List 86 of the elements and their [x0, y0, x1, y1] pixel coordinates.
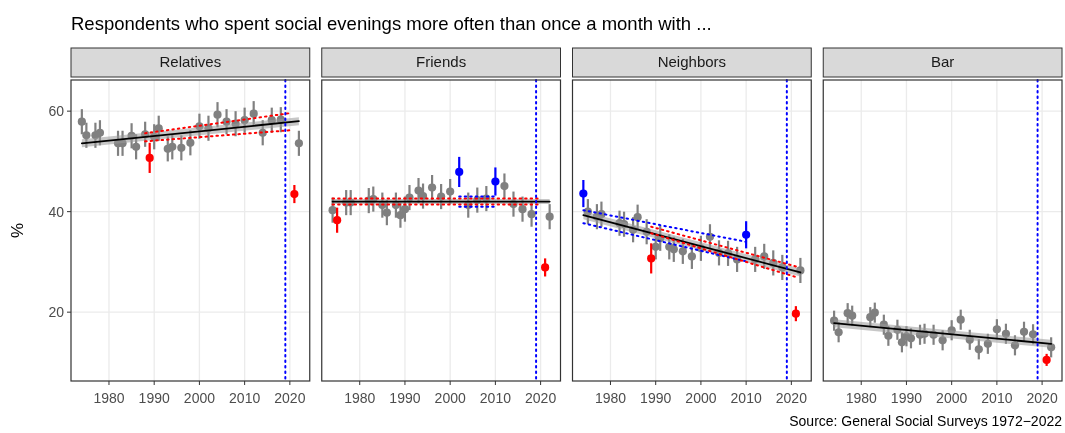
point	[992, 325, 1001, 334]
point	[647, 254, 656, 263]
point	[290, 189, 299, 199]
point	[500, 181, 509, 191]
x-tick-label: 2010	[229, 390, 261, 406]
point	[168, 142, 177, 151]
point	[154, 124, 163, 133]
point	[328, 206, 337, 215]
point	[518, 205, 527, 214]
y-tick-label: 40	[48, 203, 65, 220]
point	[249, 109, 258, 118]
point	[791, 309, 800, 318]
point	[1019, 327, 1029, 336]
point	[400, 205, 410, 214]
point	[213, 110, 222, 119]
point	[545, 212, 554, 221]
point	[396, 211, 405, 220]
point	[678, 247, 687, 256]
point	[947, 326, 956, 335]
x-tick-label: 1990	[890, 390, 923, 406]
point	[455, 167, 464, 177]
point	[1028, 330, 1038, 339]
point	[82, 131, 91, 140]
point	[491, 177, 500, 186]
x-tick-label: 1980	[93, 390, 125, 406]
point	[145, 153, 154, 162]
x-tick-label: 1990	[389, 390, 421, 406]
x-tick-label: 2000	[936, 390, 968, 406]
x-tick-label: 2010	[479, 390, 512, 406]
point	[177, 143, 186, 152]
x-tick-label: 2010	[730, 390, 762, 406]
point	[906, 334, 916, 343]
point	[884, 331, 893, 340]
point	[687, 252, 696, 261]
x-tick-label: 2000	[434, 390, 466, 406]
chart-title: Relatives	[159, 53, 222, 70]
x-tick-label: 2020	[775, 390, 808, 406]
point	[956, 315, 965, 324]
x-tick-label: 1990	[138, 390, 170, 406]
y-axis-title: %	[8, 222, 27, 239]
point	[541, 263, 550, 272]
point	[669, 245, 678, 254]
x-tick-label: 1980	[845, 390, 878, 406]
x-tick-label: 2020	[1026, 390, 1058, 406]
point	[294, 139, 303, 148]
point	[333, 216, 342, 225]
point	[651, 242, 660, 251]
point	[870, 308, 879, 317]
point	[742, 230, 751, 239]
point	[834, 328, 843, 337]
point	[132, 142, 141, 151]
source-note: Source: General Social Surveys 1972−2022	[789, 413, 1063, 429]
chart-title: Friends	[416, 53, 467, 70]
point	[965, 335, 974, 344]
point	[95, 128, 105, 137]
chart-title: Bar	[930, 53, 955, 70]
point	[938, 336, 947, 345]
x-tick-label: 1980	[344, 390, 376, 406]
x-tick-label: 2000	[183, 390, 216, 406]
point	[974, 345, 983, 354]
point	[1001, 329, 1011, 338]
point	[267, 116, 276, 125]
y-tick-label: 20	[48, 304, 65, 321]
x-tick-label: 2020	[274, 390, 306, 406]
point	[427, 183, 437, 192]
point	[186, 138, 195, 147]
point	[77, 117, 86, 126]
chart-title: Neighbors	[657, 53, 727, 70]
text: Respondents who spent social evenings more often than once a month with ...	[71, 13, 712, 34]
x-tick-label: 1980	[594, 390, 627, 406]
point	[983, 339, 992, 348]
x-tick-label: 2010	[981, 390, 1013, 406]
x-tick-label: 2000	[685, 390, 717, 406]
point	[579, 189, 588, 198]
point	[382, 208, 391, 217]
x-tick-label: 2020	[525, 390, 557, 406]
point	[897, 338, 907, 347]
point	[1010, 341, 1020, 350]
point	[446, 187, 455, 196]
point	[527, 210, 536, 219]
point	[1047, 343, 1056, 352]
point	[848, 311, 857, 320]
x-tick-label: 1990	[640, 390, 672, 406]
y-tick-label: 60	[48, 103, 65, 120]
point	[414, 186, 423, 195]
point	[633, 213, 642, 222]
